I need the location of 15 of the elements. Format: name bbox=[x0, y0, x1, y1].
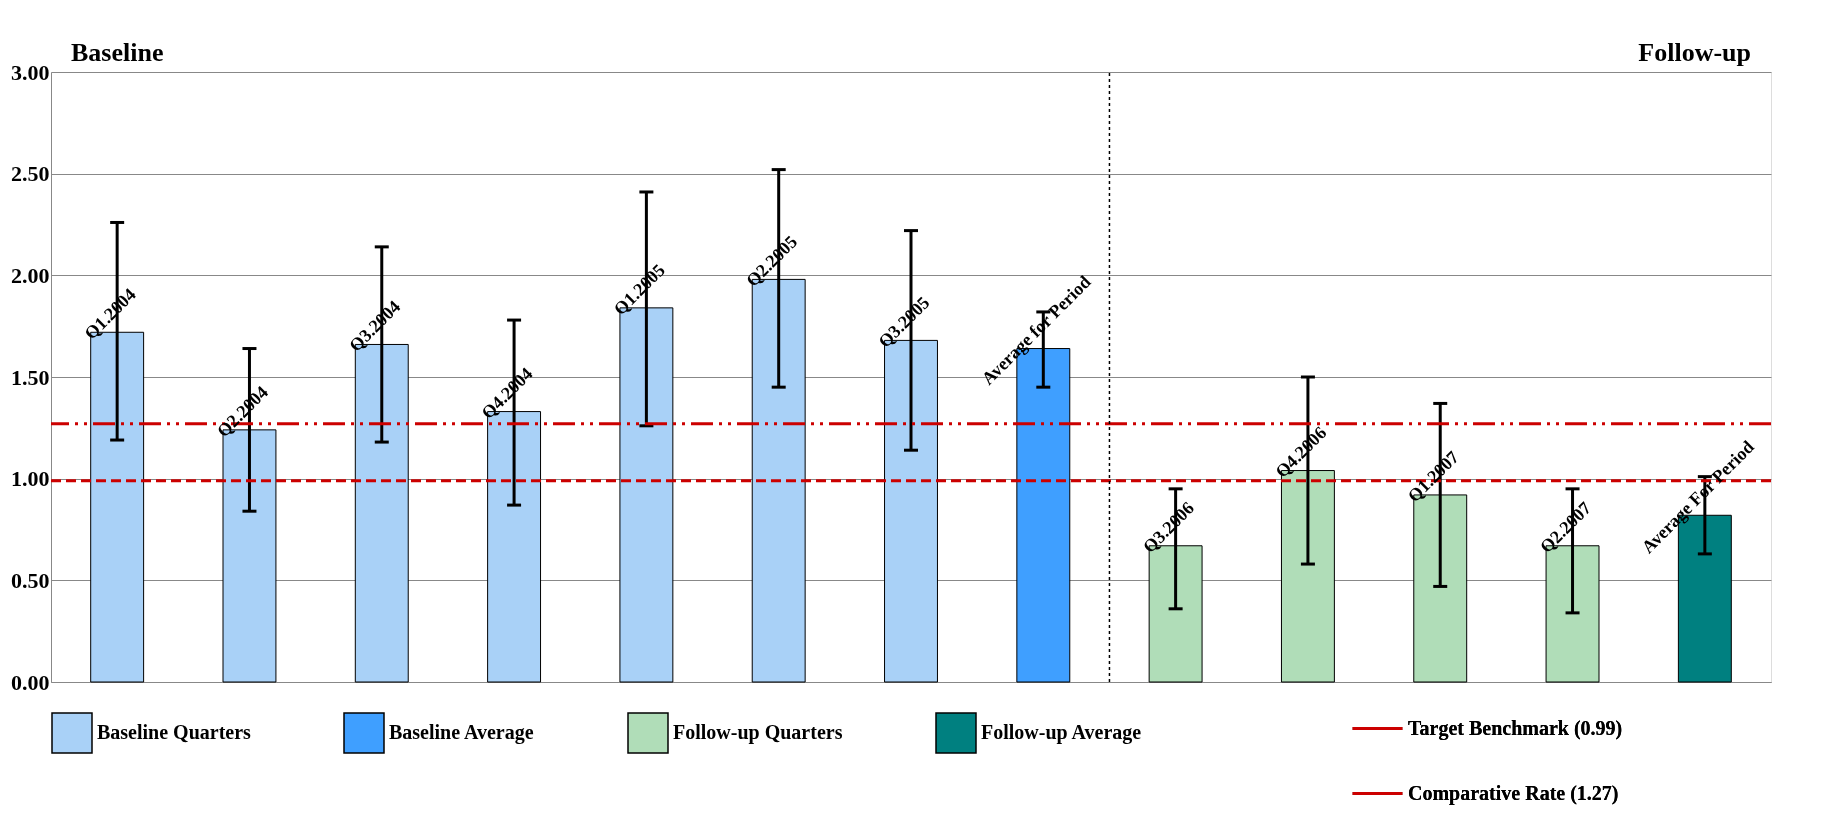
legend-label: Comparative Rate (1.27) bbox=[1408, 781, 1619, 805]
legend-label: Follow-up Average bbox=[981, 721, 1142, 744]
legend-label: Baseline Average bbox=[389, 721, 534, 744]
y-tick-label: 0.50 bbox=[11, 567, 50, 593]
y-tick-label: 1.50 bbox=[11, 364, 50, 390]
y-tick-label: 3.00 bbox=[11, 59, 50, 85]
legend-label: Baseline Quarters bbox=[97, 721, 252, 743]
text: Follow-up bbox=[1638, 38, 1751, 67]
text: Baseline bbox=[71, 38, 164, 67]
y-tick-label: 2.00 bbox=[11, 262, 50, 288]
y-tick-label: 1.00 bbox=[11, 466, 50, 492]
y-tick-label: 0.00 bbox=[11, 669, 50, 695]
legend-label: Follow-up Quarters bbox=[673, 721, 843, 744]
y-tick-label: 2.50 bbox=[11, 161, 50, 187]
legend-label: Target Benchmark (0.99) bbox=[1408, 716, 1623, 740]
